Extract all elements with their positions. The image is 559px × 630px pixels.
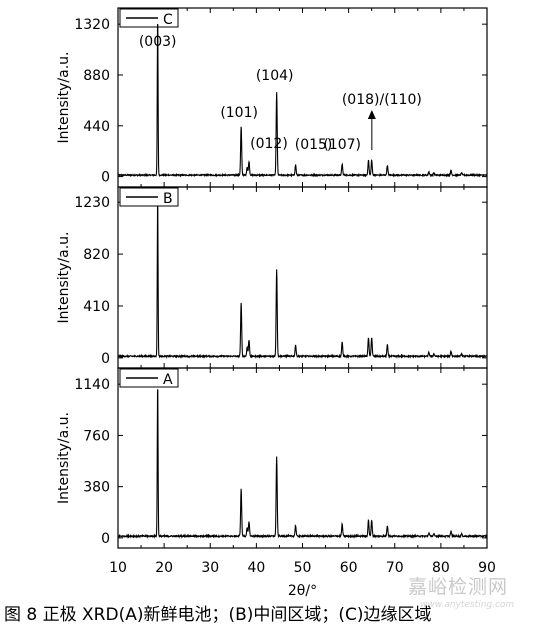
peak-label: (101) bbox=[220, 105, 258, 121]
peak-label: (107) bbox=[323, 137, 361, 153]
peak-label: (015) bbox=[295, 137, 333, 153]
x-tick-label: 80 bbox=[432, 560, 450, 576]
peak-label: (003) bbox=[139, 34, 177, 50]
series-line-c bbox=[117, 23, 487, 178]
peak-annotations: (003) (101) (012) (104) (015)(107) (018)/(110… bbox=[139, 34, 422, 153]
peak-label: (104) bbox=[256, 68, 294, 84]
legend: B bbox=[119, 187, 179, 207]
y-tick-label: 1230 bbox=[74, 195, 110, 211]
panel-b: 0 410 820 1230 Intensity/a.u. B bbox=[56, 186, 488, 369]
x-tick-label: 60 bbox=[340, 560, 358, 576]
legend: C bbox=[119, 8, 179, 28]
peak-label: (012) bbox=[250, 136, 288, 152]
y-axis-label: Intensity/a.u. bbox=[56, 51, 72, 143]
watermark: 嘉峪检测网 bbox=[408, 576, 509, 598]
y-tick-label: 820 bbox=[83, 247, 110, 263]
y-tick-label: 0 bbox=[101, 351, 110, 367]
x-tick-label: 50 bbox=[294, 560, 312, 576]
y-tick-label: 440 bbox=[83, 119, 110, 135]
peak-label: (018)/(110) bbox=[342, 92, 422, 108]
x-axis-label: 2θ/° bbox=[288, 583, 317, 599]
x-tick-label: 10 bbox=[109, 560, 127, 576]
legend: A bbox=[119, 368, 179, 388]
y-tick-label: 0 bbox=[101, 170, 110, 186]
y-tick-label: 760 bbox=[83, 428, 110, 444]
y-tick-label: 0 bbox=[101, 531, 110, 547]
series-line-b bbox=[117, 206, 488, 359]
figure-caption: 图 8 正极 XRD(A)新鲜电池；(B)中间区域；(C)边缘区域 bbox=[4, 605, 432, 625]
x-tick-label: 70 bbox=[386, 560, 404, 576]
y-tick-label: 380 bbox=[83, 480, 110, 496]
series-line-a bbox=[117, 388, 488, 539]
y-tick-label: 1140 bbox=[74, 377, 110, 393]
legend-label: B bbox=[163, 191, 173, 207]
x-tick-label: 40 bbox=[247, 560, 265, 576]
y-tick-label: 1320 bbox=[74, 17, 110, 33]
legend-label: C bbox=[163, 12, 173, 28]
xrd-figure: 0 440 880 1320 Intensity/a.u. C (003) (101) (012… bbox=[56, 7, 496, 599]
y-axis-label: Intensity/a.u. bbox=[56, 412, 72, 504]
panel-frame bbox=[117, 186, 488, 369]
y-axis-label: Intensity/a.u. bbox=[56, 231, 72, 323]
legend-label: A bbox=[163, 372, 173, 388]
x-tick-label: 90 bbox=[478, 560, 496, 576]
x-tick-label: 30 bbox=[201, 560, 219, 576]
annotation-arrow-head bbox=[367, 110, 376, 119]
panel-c: 0 440 880 1320 Intensity/a.u. C (003) (101) (012… bbox=[56, 7, 488, 188]
panel-frame bbox=[117, 367, 488, 549]
x-tick-label: 20 bbox=[155, 560, 173, 576]
panel-a: 0 380 760 1140 Intensity/a.u. A bbox=[56, 367, 488, 549]
y-tick-label: 880 bbox=[83, 68, 110, 84]
watermark-url: www.anytesting.com bbox=[420, 600, 515, 610]
y-tick-label: 410 bbox=[83, 299, 110, 315]
x-axis: 10 20 30 40 50 60 70 80 90 2θ/° bbox=[109, 560, 496, 599]
